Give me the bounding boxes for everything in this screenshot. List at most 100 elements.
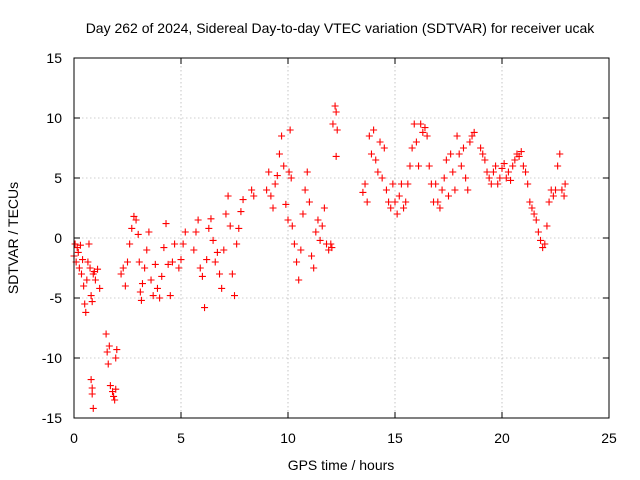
data-point bbox=[389, 180, 397, 188]
data-point bbox=[387, 204, 395, 212]
data-point bbox=[558, 186, 566, 194]
data-point bbox=[462, 174, 470, 182]
data-point bbox=[314, 216, 322, 224]
data-point bbox=[250, 192, 258, 200]
chart-title: Day 262 of 2024, Sidereal Day-to-day VTE… bbox=[86, 20, 596, 36]
data-point bbox=[534, 228, 542, 236]
data-point bbox=[88, 384, 96, 392]
data-point bbox=[524, 180, 532, 188]
data-point bbox=[447, 150, 455, 158]
data-point bbox=[561, 180, 569, 188]
data-point bbox=[89, 404, 97, 412]
data-point bbox=[400, 204, 408, 212]
data-point bbox=[308, 252, 316, 260]
data-point bbox=[91, 276, 99, 284]
y-tick-label: -15 bbox=[42, 410, 62, 426]
data-point bbox=[299, 210, 307, 218]
data-point bbox=[117, 270, 125, 278]
data-point bbox=[143, 246, 151, 254]
x-axis-label: GPS time / hours bbox=[288, 457, 395, 473]
data-point bbox=[408, 144, 416, 152]
data-point bbox=[239, 196, 247, 204]
data-point bbox=[332, 108, 340, 116]
data-point bbox=[88, 390, 96, 398]
data-point bbox=[468, 132, 476, 140]
data-point bbox=[124, 258, 131, 266]
data-point bbox=[301, 186, 309, 194]
data-point bbox=[158, 272, 166, 280]
y-tick-label: -5 bbox=[50, 290, 63, 306]
data-point bbox=[156, 294, 164, 302]
y-axis-label: SDTVAR / TECUs bbox=[5, 182, 21, 294]
data-point bbox=[147, 276, 155, 284]
data-point bbox=[198, 272, 206, 280]
data-point bbox=[412, 138, 420, 146]
data-point bbox=[293, 258, 301, 266]
data-point bbox=[220, 246, 228, 254]
data-point bbox=[425, 162, 433, 170]
data-point bbox=[509, 162, 517, 170]
data-point bbox=[106, 382, 114, 390]
data-point bbox=[85, 240, 93, 248]
grid-layer bbox=[74, 58, 609, 418]
y-tick-label: -10 bbox=[42, 350, 62, 366]
data-point bbox=[194, 216, 202, 224]
data-point bbox=[316, 236, 324, 244]
data-point bbox=[113, 346, 121, 354]
data-point bbox=[103, 348, 111, 356]
y-tick-label: 5 bbox=[54, 170, 62, 186]
data-point bbox=[201, 304, 209, 312]
data-point bbox=[287, 174, 295, 182]
data-point bbox=[162, 220, 170, 228]
data-point bbox=[153, 284, 161, 292]
data-point bbox=[235, 224, 243, 232]
data-point bbox=[492, 162, 500, 170]
data-point bbox=[310, 264, 318, 272]
data-point bbox=[164, 260, 172, 268]
data-point bbox=[374, 168, 382, 176]
data-point bbox=[151, 260, 159, 268]
data-point bbox=[79, 256, 87, 264]
data-point bbox=[526, 198, 534, 206]
data-point bbox=[554, 162, 562, 170]
data-point bbox=[126, 240, 134, 248]
data-point bbox=[74, 248, 82, 256]
data-point bbox=[84, 258, 92, 266]
data-point bbox=[168, 258, 176, 266]
data-point bbox=[556, 150, 564, 158]
data-point bbox=[459, 144, 467, 152]
data-point bbox=[285, 168, 293, 176]
data-point bbox=[130, 212, 138, 220]
data-point bbox=[87, 376, 95, 384]
data-point bbox=[149, 292, 157, 300]
data-point bbox=[222, 210, 230, 218]
data-point bbox=[82, 308, 90, 316]
data-point bbox=[295, 276, 303, 284]
data-point bbox=[423, 132, 431, 140]
data-point bbox=[333, 126, 341, 134]
data-point bbox=[166, 292, 174, 300]
data-point bbox=[141, 264, 149, 272]
data-point bbox=[205, 224, 213, 232]
x-tick-label: 20 bbox=[494, 430, 510, 446]
data-point bbox=[530, 210, 538, 218]
data-point bbox=[177, 256, 185, 264]
data-point bbox=[320, 204, 328, 212]
points-layer bbox=[70, 102, 569, 412]
data-point bbox=[94, 265, 102, 273]
data-point bbox=[216, 270, 224, 278]
data-point bbox=[96, 284, 104, 292]
data-point bbox=[312, 228, 320, 236]
data-point bbox=[332, 152, 340, 160]
x-tick-label: 10 bbox=[280, 430, 296, 446]
data-point bbox=[440, 174, 448, 182]
data-point bbox=[457, 162, 465, 170]
data-point bbox=[466, 138, 474, 146]
x-tick-label: 15 bbox=[387, 430, 403, 446]
data-point bbox=[370, 126, 378, 134]
data-point bbox=[83, 276, 91, 284]
data-point bbox=[517, 148, 525, 156]
data-point bbox=[436, 204, 444, 212]
data-point bbox=[290, 240, 298, 248]
data-point bbox=[549, 192, 557, 200]
